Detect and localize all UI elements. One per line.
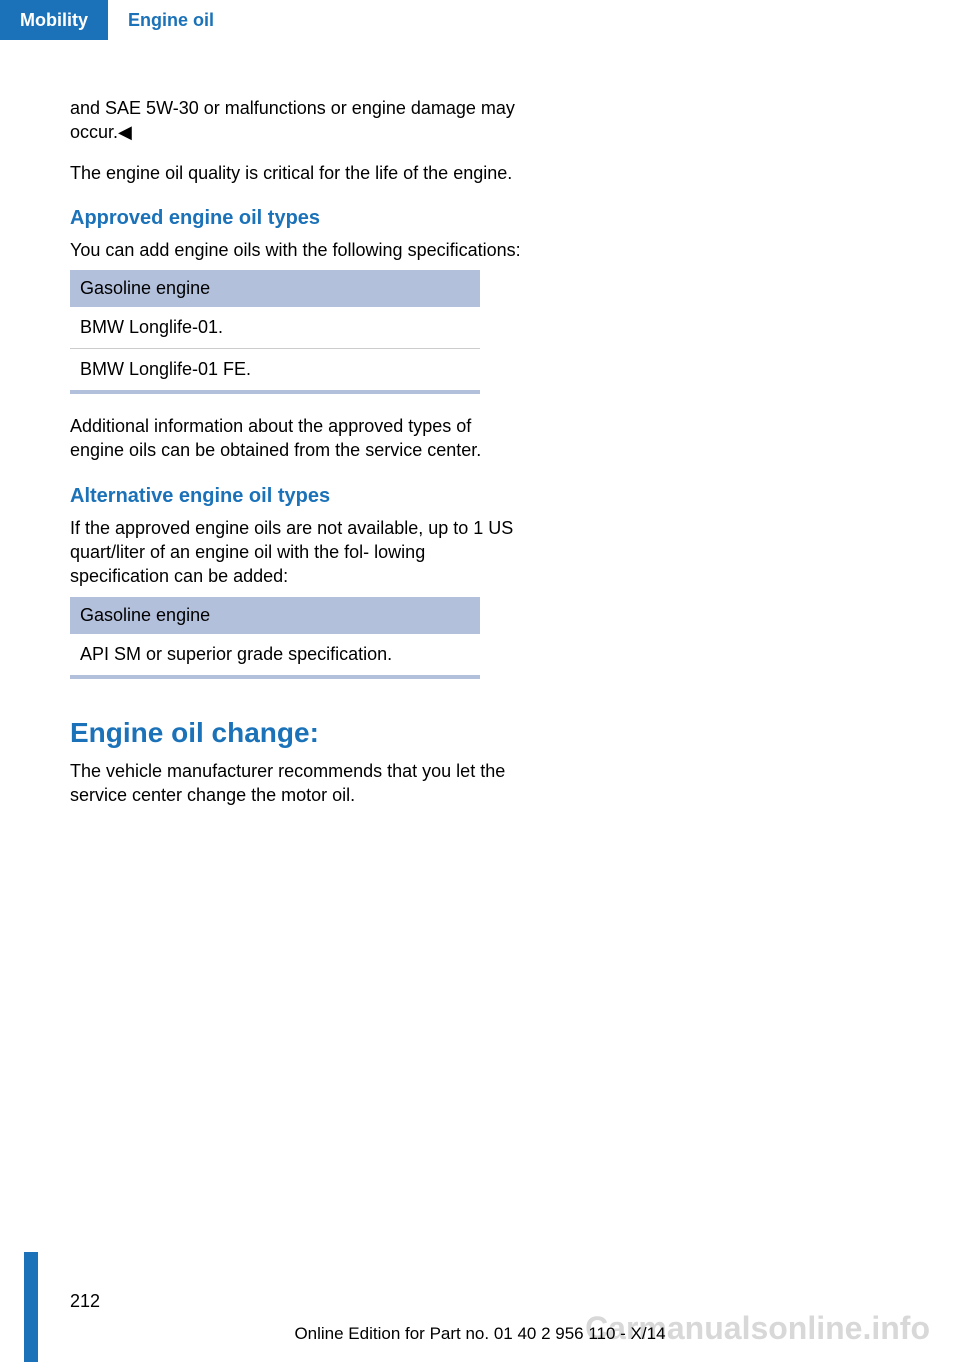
intro-paragraph-2: The engine oil quality is critical for t… [70, 161, 525, 185]
table-header: Gasoline engine [70, 597, 480, 634]
page-header: Mobility Engine oil [0, 0, 960, 40]
table-row: API SM or superior grade specification. [70, 634, 480, 675]
page-number: 212 [70, 1291, 100, 1312]
tab-engine-oil: Engine oil [108, 0, 234, 40]
alternative-oil-heading: Alternative engine oil types [70, 485, 525, 508]
alternative-oil-table: Gasoline engine API SM or superior grade… [70, 597, 480, 679]
approved-oil-heading: Approved engine oil types [70, 207, 525, 230]
table-header: Gasoline engine [70, 270, 480, 307]
approved-oil-text: You can add engine oils with the followi… [70, 238, 525, 262]
left-margin-bar [24, 1252, 38, 1362]
approved-oil-after-text: Additional information about the approve… [70, 414, 525, 463]
intro-paragraph-1: and SAE 5W-30 or malfunctions or engine … [70, 96, 525, 145]
table-footer-bar [70, 675, 480, 679]
table-row: BMW Longlife-01. [70, 307, 480, 349]
tab-mobility: Mobility [0, 0, 108, 40]
table-row: BMW Longlife-01 FE. [70, 349, 480, 390]
approved-oil-table: Gasoline engine BMW Longlife-01. BMW Lon… [70, 270, 480, 394]
footer-edition-text: Online Edition for Part no. 01 40 2 956 … [0, 1324, 960, 1344]
engine-oil-change-heading: Engine oil change: [70, 717, 525, 749]
table-footer-bar [70, 390, 480, 394]
engine-oil-change-text: The vehicle manufacturer recommends that… [70, 759, 525, 808]
alternative-oil-text: If the approved engine oils are not avai… [70, 516, 525, 589]
main-content: and SAE 5W-30 or malfunctions or engine … [70, 96, 525, 807]
